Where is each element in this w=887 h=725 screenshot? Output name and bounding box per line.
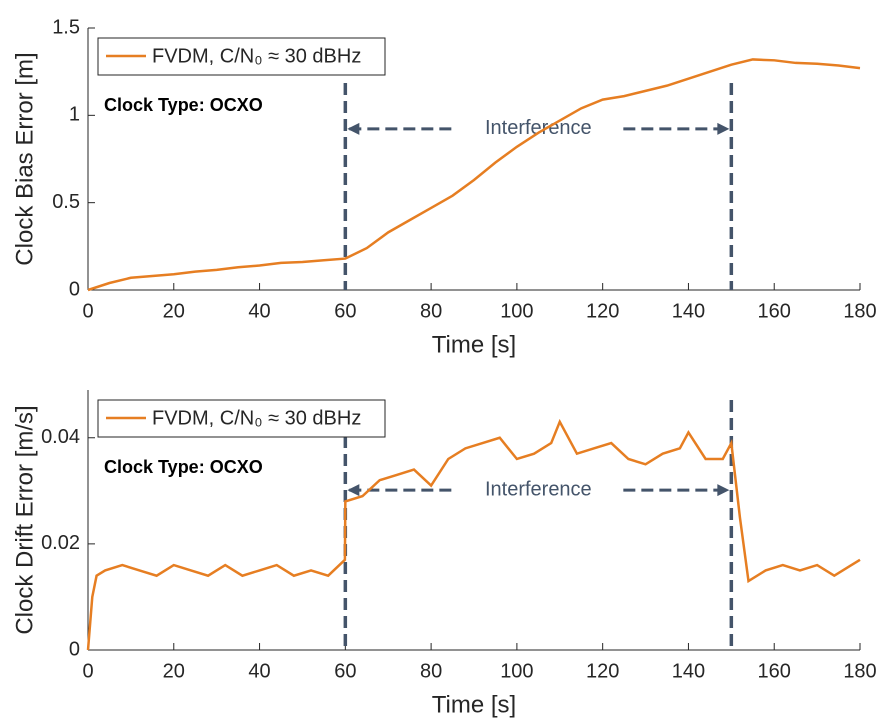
y-tick-label: 1 [69, 104, 80, 126]
x-tick-label: 100 [500, 300, 533, 322]
x-tick-label: 160 [758, 300, 791, 322]
x-tick-label: 0 [82, 660, 93, 682]
y-tick-label: 0 [69, 638, 80, 660]
x-tick-label: 60 [334, 300, 356, 322]
arrow-head [347, 122, 360, 135]
x-tick-label: 140 [672, 660, 705, 682]
y-tick-label: 0.02 [41, 532, 80, 554]
x-tick-label: 40 [248, 300, 270, 322]
y-tick-label: 0 [69, 278, 80, 300]
x-tick-label: 20 [163, 660, 185, 682]
x-tick-label: 80 [420, 660, 442, 682]
y-axis-label: Clock Bias Error [m] [11, 52, 38, 265]
legend-label: FVDM, C/N₀ ≈ 30 dBHz [152, 45, 361, 67]
y-tick-label: 1.5 [52, 16, 80, 38]
x-tick-label: 60 [334, 660, 356, 682]
interval-label: Interference [485, 117, 592, 139]
y-axis-label: Clock Drift Error [m/s] [11, 405, 38, 634]
y-tick-label: 0.5 [52, 191, 80, 213]
y-tick-label: 0.04 [41, 426, 80, 448]
interval-label: Interference [485, 478, 592, 500]
legend-label: FVDM, C/N₀ ≈ 30 dBHz [152, 407, 361, 429]
x-tick-label: 180 [843, 660, 876, 682]
data-line [87, 58, 861, 292]
x-tick-label: 100 [500, 660, 533, 682]
x-tick-label: 40 [248, 660, 270, 682]
annotation: Clock Type: OCXO [104, 95, 263, 115]
x-tick-label: 120 [586, 300, 619, 322]
x-tick-label: 160 [758, 660, 791, 682]
x-axis-label: Time [s] [432, 691, 516, 718]
x-tick-label: 20 [163, 300, 185, 322]
x-tick-label: 140 [672, 300, 705, 322]
arrow-head [717, 122, 730, 135]
x-tick-label: 80 [420, 300, 442, 322]
x-tick-label: 0 [82, 300, 93, 322]
x-tick-label: 120 [586, 660, 619, 682]
annotation: Clock Type: OCXO [104, 457, 263, 477]
arrow-head [347, 484, 360, 497]
x-tick-label: 180 [843, 300, 876, 322]
data-line [86, 418, 861, 651]
x-axis-label: Time [s] [432, 331, 516, 358]
arrow-head [717, 484, 730, 497]
